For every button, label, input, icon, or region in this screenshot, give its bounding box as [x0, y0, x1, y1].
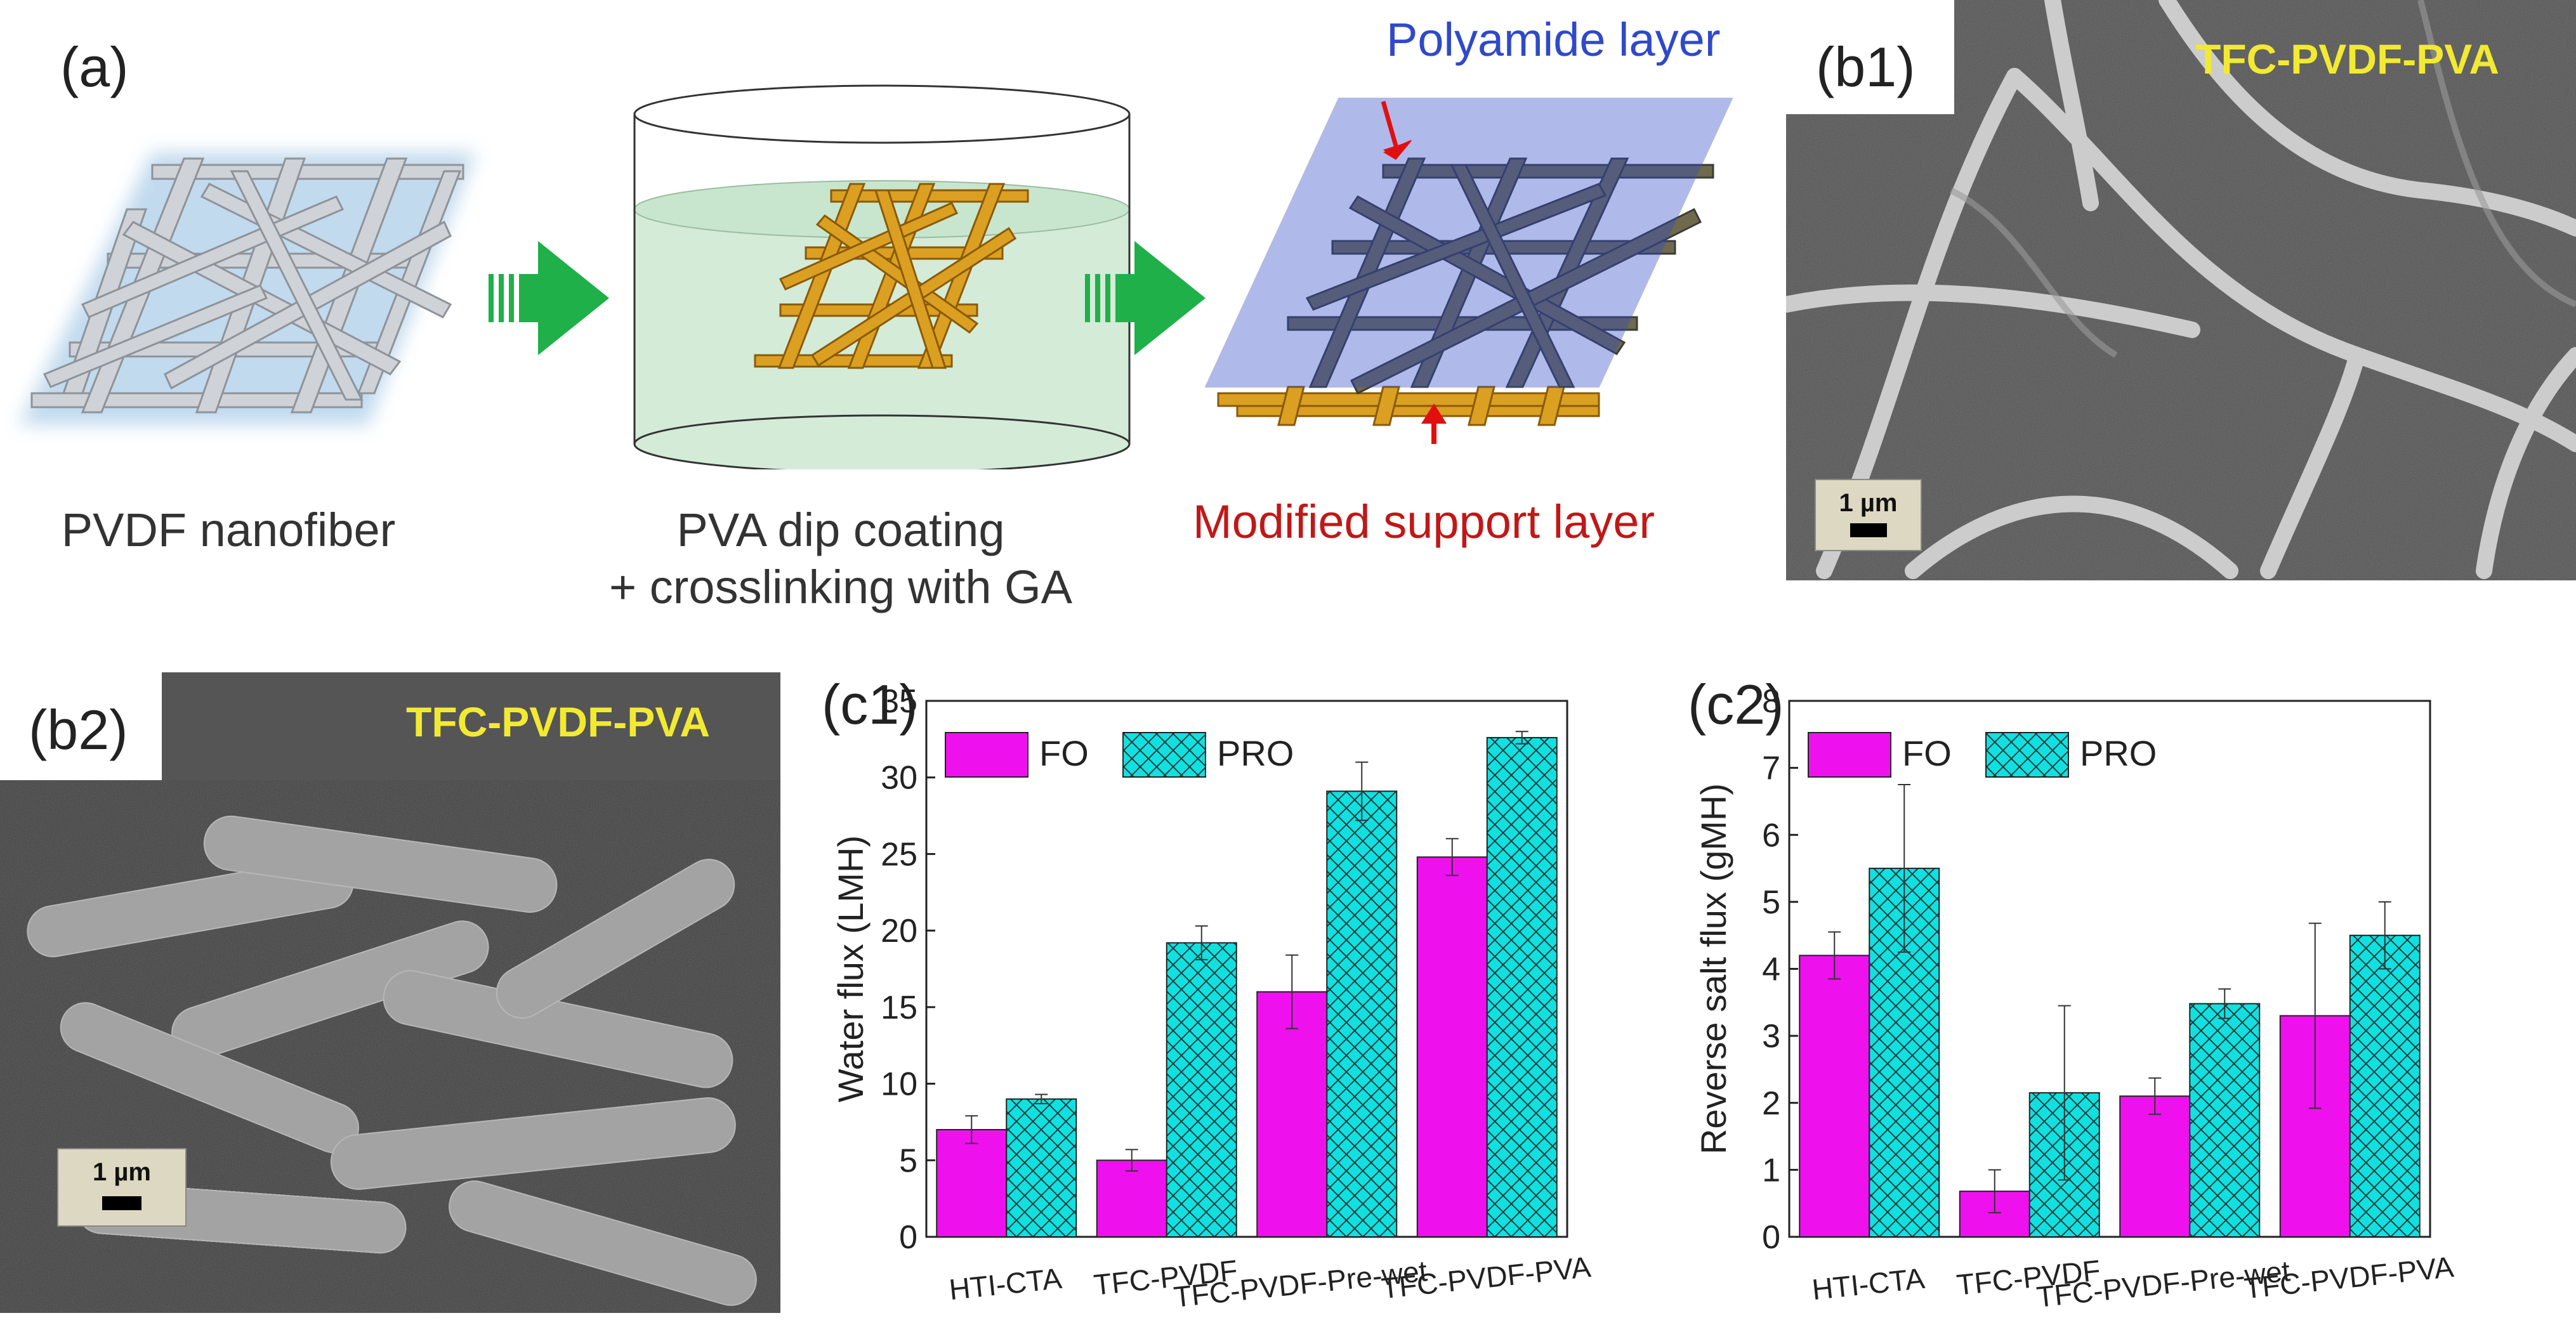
panel-c2-label: (c2) [1688, 673, 1784, 736]
bar-fo-1 [1096, 1159, 1167, 1237]
pvdf-nanofiber-illustration [19, 152, 476, 425]
scale-bar-b1-text: 1 µm [1839, 489, 1898, 517]
bar-fo-3 [1416, 856, 1488, 1237]
y-axis-label: Reverse salt flux (gMH) [1693, 783, 1733, 1154]
bar-fo-2 [1256, 991, 1328, 1237]
y-tick-label: 7 [1762, 750, 1780, 787]
y-tick-label: 1 [1762, 1152, 1780, 1189]
y-tick-label: 8 [1762, 683, 1780, 720]
legend-label-fo: FO [1902, 733, 1952, 773]
scale-bar-b1-line [1850, 523, 1887, 537]
legend-swatch-pro [1985, 732, 2069, 778]
bar-pro-1 [1166, 942, 1237, 1237]
legend-swatch-fo [1808, 732, 1891, 778]
plot-frame [925, 700, 1568, 1238]
crosslinking-caption: + crosslinking with GA [609, 561, 1072, 613]
y-tick-label: 10 [881, 1066, 917, 1103]
x-tick-label: HTI-CTA [947, 1262, 1063, 1306]
x-tick-label: HTI-CTA [1810, 1262, 1926, 1306]
legend-label-pro: PRO [1217, 733, 1294, 773]
pvdf-nanofiber-caption: PVDF nanofiber [61, 504, 396, 556]
bar-pro-0 [1006, 1098, 1077, 1238]
scale-bar-b2-text: 1 µm [93, 1158, 151, 1186]
y-tick-label: 35 [881, 683, 917, 720]
panel-b1-label-box [1786, 0, 1954, 114]
y-tick-label: 0 [899, 1219, 917, 1256]
bar-pro-2 [1326, 790, 1398, 1237]
legend-swatch-fo [945, 732, 1028, 778]
panel-b1-label: (b1) [1816, 36, 1916, 98]
legend-label-fo: FO [1039, 733, 1089, 773]
pva-dip-coating-caption: PVA dip coating [676, 504, 1005, 556]
bar-pro-3 [1486, 736, 1558, 1237]
y-tick-label: 15 [881, 989, 917, 1026]
panel-b2-label: (b2) [29, 698, 128, 761]
y-tick-label: 30 [881, 760, 917, 797]
scale-bar-b2: 1 µm [57, 1148, 187, 1227]
modified-support-layer-label: Modified support layer [1193, 495, 1655, 548]
y-tick-label: 3 [1762, 1018, 1780, 1055]
y-tick-label: 5 [1762, 884, 1780, 921]
legend-swatch-pro [1122, 732, 1206, 778]
y-tick-label: 6 [1762, 817, 1780, 854]
process-arrow-1 [489, 241, 609, 355]
sem-b1-title: TFC-PVDF-PVA [2195, 36, 2500, 82]
scale-bar-b1: 1 µm [1815, 479, 1922, 551]
panel-a-label: (a) [60, 36, 129, 98]
y-tick-label: 0 [1762, 1219, 1780, 1256]
y-axis-label: Water flux (LMH) [831, 835, 871, 1102]
y-tick-label: 4 [1762, 951, 1780, 988]
y-tick-label: 5 [899, 1142, 917, 1179]
bar-pro-2 [2189, 1003, 2261, 1237]
y-tick-label: 25 [881, 836, 917, 873]
bar-fo-0 [936, 1129, 1008, 1237]
y-tick-label: 2 [1762, 1085, 1780, 1122]
legend-label-pro: PRO [2080, 733, 2157, 773]
bar-fo-2 [2119, 1095, 2191, 1237]
scale-bar-b2-line [102, 1196, 141, 1210]
panel-c1-label: (c1) [822, 673, 918, 736]
sem-b2-title: TFC-PVDF-PVA [406, 698, 711, 745]
tfc-membrane-illustration [1204, 98, 1733, 444]
y-tick-label: 20 [881, 913, 917, 950]
panel-b2-label-box [0, 672, 162, 780]
bar-pro-3 [2349, 934, 2421, 1237]
pva-dip-coating-illustration [633, 84, 1131, 469]
bar-fo-0 [1799, 955, 1870, 1237]
polyamide-layer-label: Polyamide layer [1386, 13, 1721, 66]
process-arrow-2 [1085, 241, 1206, 355]
